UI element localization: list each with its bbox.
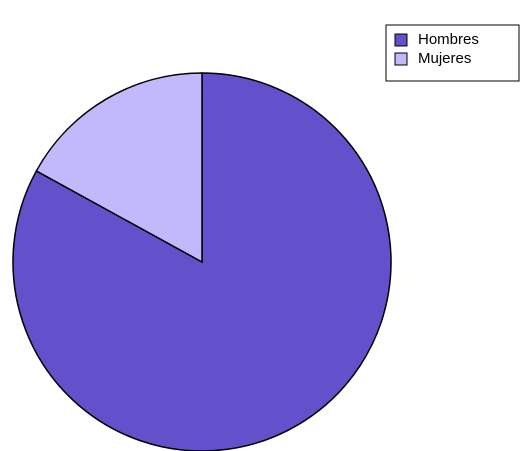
legend-label: Hombres (418, 31, 479, 48)
legend-label: Mujeres (418, 50, 471, 67)
legend-box (385, 24, 520, 82)
pie-slice (35, 72, 203, 264)
legend-swatch (394, 52, 408, 66)
legend-swatch (394, 33, 408, 47)
